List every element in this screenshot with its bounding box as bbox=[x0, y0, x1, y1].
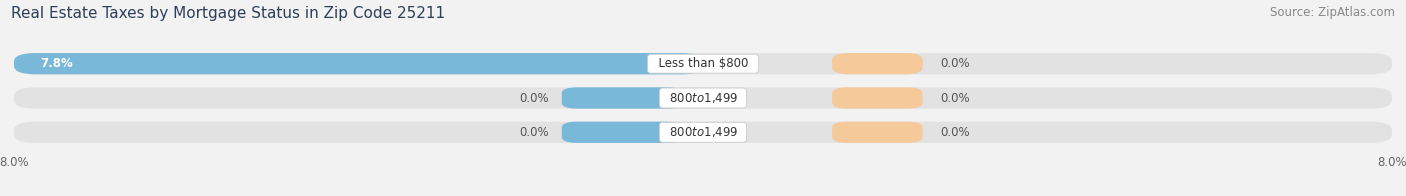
Text: 0.0%: 0.0% bbox=[519, 126, 548, 139]
Text: 0.0%: 0.0% bbox=[519, 92, 548, 104]
Text: Real Estate Taxes by Mortgage Status in Zip Code 25211: Real Estate Taxes by Mortgage Status in … bbox=[11, 6, 446, 21]
FancyBboxPatch shape bbox=[562, 87, 682, 109]
Text: $800 to $1,499: $800 to $1,499 bbox=[662, 91, 744, 105]
FancyBboxPatch shape bbox=[832, 53, 922, 74]
FancyBboxPatch shape bbox=[562, 122, 682, 143]
FancyBboxPatch shape bbox=[832, 87, 922, 109]
FancyBboxPatch shape bbox=[14, 122, 1392, 143]
FancyBboxPatch shape bbox=[14, 53, 1392, 74]
Text: 0.0%: 0.0% bbox=[939, 126, 970, 139]
Text: Less than $800: Less than $800 bbox=[651, 57, 755, 70]
Text: Source: ZipAtlas.com: Source: ZipAtlas.com bbox=[1270, 6, 1395, 19]
Text: $800 to $1,499: $800 to $1,499 bbox=[662, 125, 744, 139]
FancyBboxPatch shape bbox=[14, 53, 703, 74]
FancyBboxPatch shape bbox=[14, 87, 1392, 109]
FancyBboxPatch shape bbox=[832, 122, 922, 143]
Text: 0.0%: 0.0% bbox=[939, 57, 970, 70]
Text: 7.8%: 7.8% bbox=[39, 57, 73, 70]
Text: 0.0%: 0.0% bbox=[939, 92, 970, 104]
